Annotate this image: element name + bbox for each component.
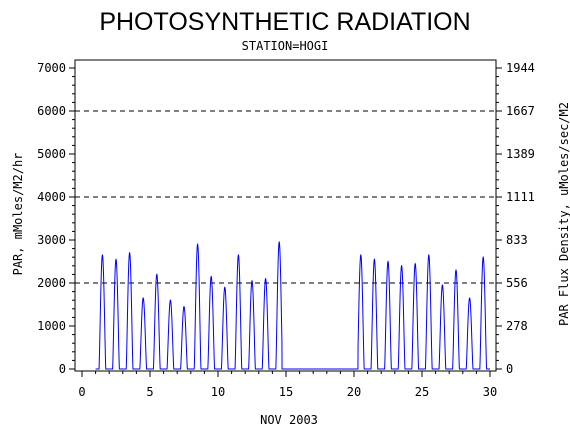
x-tick-label: 30 xyxy=(483,385,497,399)
y2-tick-label: 1944 xyxy=(506,61,535,75)
par-series-line xyxy=(95,240,490,370)
x-tick-label: 25 xyxy=(415,385,429,399)
y2-tick-label: 0 xyxy=(506,362,513,376)
chart-title: PHOTOSYNTHETIC RADIATION xyxy=(99,8,470,36)
y-tick-label: 2000 xyxy=(37,276,66,290)
y-tick-label: 4000 xyxy=(37,190,66,204)
y-tick-label: 0 xyxy=(59,362,66,376)
x-axis-label: NOV 2003 xyxy=(260,413,318,427)
y2-tick-label: 278 xyxy=(506,319,528,333)
x-tick-label: 10 xyxy=(211,385,225,399)
y2-tick-label: 1389 xyxy=(506,147,535,161)
y-tick-label: 6000 xyxy=(37,104,66,118)
y2-tick-label: 833 xyxy=(506,233,528,247)
y-tick-label: 5000 xyxy=(37,147,66,161)
series-group xyxy=(95,240,490,370)
y-tick-label: 3000 xyxy=(37,233,66,247)
x-tick-label: 5 xyxy=(146,385,153,399)
y-axis-label: PAR, mMoles/M2/hr xyxy=(11,153,25,276)
y2-tick-label: 556 xyxy=(506,276,528,290)
gridlines xyxy=(75,110,496,284)
x-tick-label: 15 xyxy=(279,385,293,399)
y-tick-label: 7000 xyxy=(37,61,66,75)
chart-subtitle: STATION=HOGI xyxy=(242,39,329,53)
x-tick-label: 20 xyxy=(347,385,361,399)
x-tick-label: 0 xyxy=(78,385,85,399)
y2-axis-label: PAR Flux Density, uMoles/sec/M2 xyxy=(557,102,570,326)
y2-tick-label: 1667 xyxy=(506,104,535,118)
y-tick-label: 1000 xyxy=(37,319,66,333)
y2-tick-label: 1111 xyxy=(506,190,535,204)
plot-frame xyxy=(74,59,497,372)
